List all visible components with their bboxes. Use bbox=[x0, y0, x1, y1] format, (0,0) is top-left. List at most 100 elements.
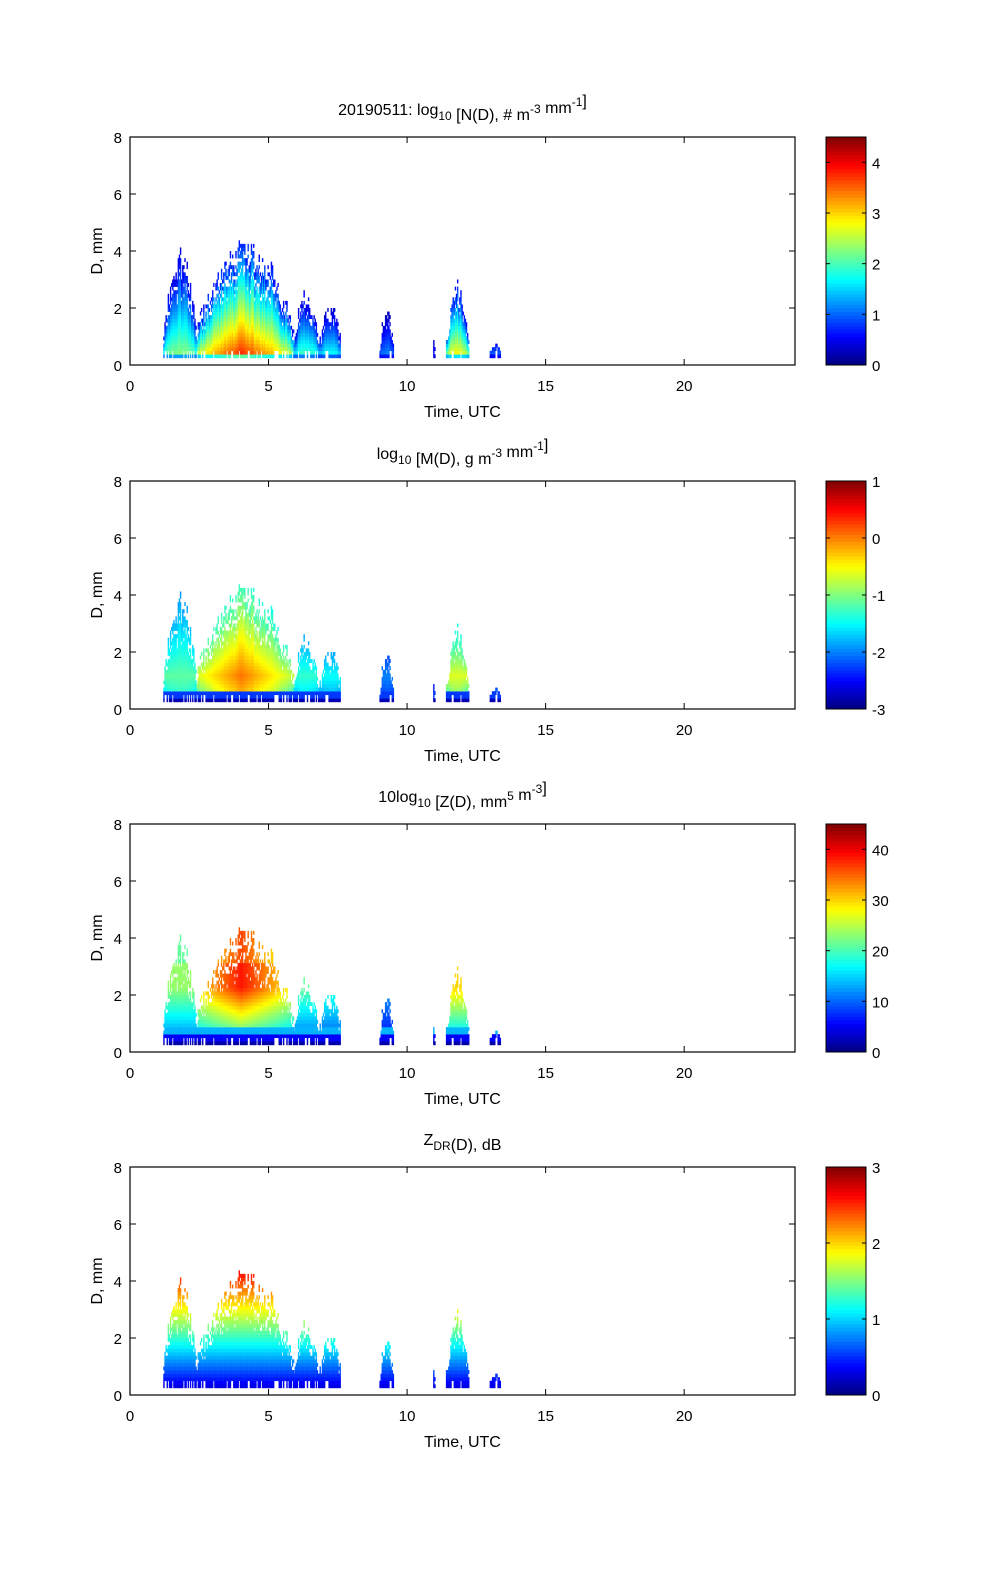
heatmap-cell bbox=[269, 322, 272, 327]
heatmap-cell bbox=[498, 350, 500, 355]
heatmap-cell bbox=[243, 350, 245, 355]
heatmap-cell bbox=[186, 297, 188, 302]
heatmap-cell bbox=[171, 336, 173, 341]
heatmap-cell bbox=[257, 350, 259, 355]
heatmap-cell bbox=[256, 634, 258, 639]
heatmap-cell bbox=[186, 343, 188, 348]
heatmap-cell bbox=[235, 251, 237, 255]
heatmap-cell bbox=[307, 304, 310, 309]
heatmap-cell bbox=[209, 340, 212, 344]
heatmap-cell bbox=[235, 350, 237, 355]
heatmap-cell bbox=[268, 332, 270, 337]
heatmap-cell bbox=[193, 340, 195, 344]
heatmap-cell bbox=[224, 698, 226, 703]
heatmap-cell bbox=[268, 318, 270, 323]
heatmap-cell bbox=[250, 261, 253, 266]
heatmap-cell bbox=[328, 322, 330, 327]
heatmap-cell bbox=[330, 340, 333, 344]
heatmap-cell bbox=[329, 350, 331, 355]
heatmap-cell bbox=[330, 332, 333, 337]
heatmap-cell bbox=[175, 676, 177, 681]
heatmap-cell bbox=[239, 325, 242, 330]
heatmap-cell bbox=[178, 300, 181, 305]
heatmap-cell bbox=[234, 322, 236, 327]
heatmap-cell bbox=[228, 343, 231, 348]
heatmap-cell bbox=[221, 659, 224, 663]
heatmap-cell bbox=[240, 272, 243, 277]
heatmap-cell bbox=[217, 343, 219, 348]
heatmap-cell bbox=[206, 669, 208, 674]
heatmap-cell bbox=[301, 354, 303, 359]
heatmap-cell bbox=[169, 332, 172, 337]
heatmap-cell bbox=[178, 265, 181, 270]
heatmap-cell bbox=[210, 659, 213, 663]
heatmap-cell bbox=[180, 322, 183, 327]
heatmap-cell bbox=[267, 311, 269, 316]
heatmap-cell bbox=[167, 648, 170, 653]
heatmap-cell bbox=[278, 343, 280, 348]
heatmap-cell bbox=[188, 684, 191, 688]
heatmap-cell bbox=[388, 318, 390, 323]
heatmap-cell bbox=[210, 694, 213, 699]
heatmap-cell bbox=[236, 332, 238, 337]
heatmap-cell bbox=[321, 340, 324, 344]
heatmap-cell bbox=[179, 616, 182, 621]
heatmap-cell bbox=[165, 315, 167, 319]
heatmap-cell bbox=[322, 347, 325, 352]
heatmap-cell bbox=[185, 322, 187, 327]
heatmap-cell bbox=[172, 293, 174, 298]
heatmap-cell bbox=[275, 315, 277, 319]
heatmap-cell bbox=[275, 340, 277, 344]
heatmap-cell bbox=[288, 350, 290, 355]
heatmap-cell bbox=[219, 666, 222, 671]
heatmap-cell bbox=[251, 329, 254, 334]
heatmap-cell bbox=[177, 261, 180, 266]
heatmap-cell bbox=[251, 336, 254, 341]
heatmap-cell bbox=[215, 350, 217, 355]
heatmap-cell bbox=[267, 304, 269, 309]
x-tick-label: 0 bbox=[126, 378, 134, 395]
heatmap-cell bbox=[498, 347, 500, 352]
heatmap-cell bbox=[189, 637, 192, 642]
heatmap-cell bbox=[194, 340, 196, 344]
heatmap-cell bbox=[246, 261, 248, 266]
heatmap-cell bbox=[450, 350, 452, 355]
heatmap-cell bbox=[179, 272, 182, 277]
heatmap-cell bbox=[261, 283, 264, 287]
heatmap-cell bbox=[216, 354, 218, 359]
colorbar-segment bbox=[826, 308, 866, 313]
heatmap-cell bbox=[246, 350, 248, 355]
heatmap-cell bbox=[304, 336, 306, 341]
heatmap-cell bbox=[179, 627, 182, 631]
heatmap-cell bbox=[332, 347, 335, 352]
heatmap-cell bbox=[182, 300, 184, 305]
heatmap-cell bbox=[392, 343, 395, 348]
heatmap-cell bbox=[272, 343, 275, 348]
heatmap-cell bbox=[255, 325, 257, 330]
heatmap-cell bbox=[224, 347, 226, 352]
heatmap-cell bbox=[310, 329, 312, 334]
heatmap-cell bbox=[168, 350, 171, 355]
heatmap-cell bbox=[171, 666, 173, 671]
heatmap-cell bbox=[205, 343, 207, 348]
heatmap-cell bbox=[171, 322, 173, 327]
heatmap-cell bbox=[229, 694, 232, 699]
heatmap-cell bbox=[220, 343, 223, 348]
heatmap-cell bbox=[195, 340, 197, 344]
heatmap-cell bbox=[215, 630, 217, 635]
heatmap-cell bbox=[184, 308, 186, 312]
heatmap-cell bbox=[265, 304, 267, 309]
heatmap-cell bbox=[461, 343, 463, 348]
heatmap-cell bbox=[178, 655, 181, 660]
heatmap-cell bbox=[178, 261, 181, 266]
heatmap-cell bbox=[213, 332, 215, 337]
heatmap-cell bbox=[210, 673, 213, 678]
heatmap-cell bbox=[220, 694, 223, 699]
heatmap-cell bbox=[258, 275, 260, 280]
heatmap-cell bbox=[178, 659, 181, 663]
heatmap-cell bbox=[209, 691, 212, 696]
heatmap-cell bbox=[224, 304, 226, 309]
heatmap-cell bbox=[433, 354, 435, 359]
heatmap-cell bbox=[213, 662, 215, 667]
heatmap-cell bbox=[296, 354, 299, 359]
